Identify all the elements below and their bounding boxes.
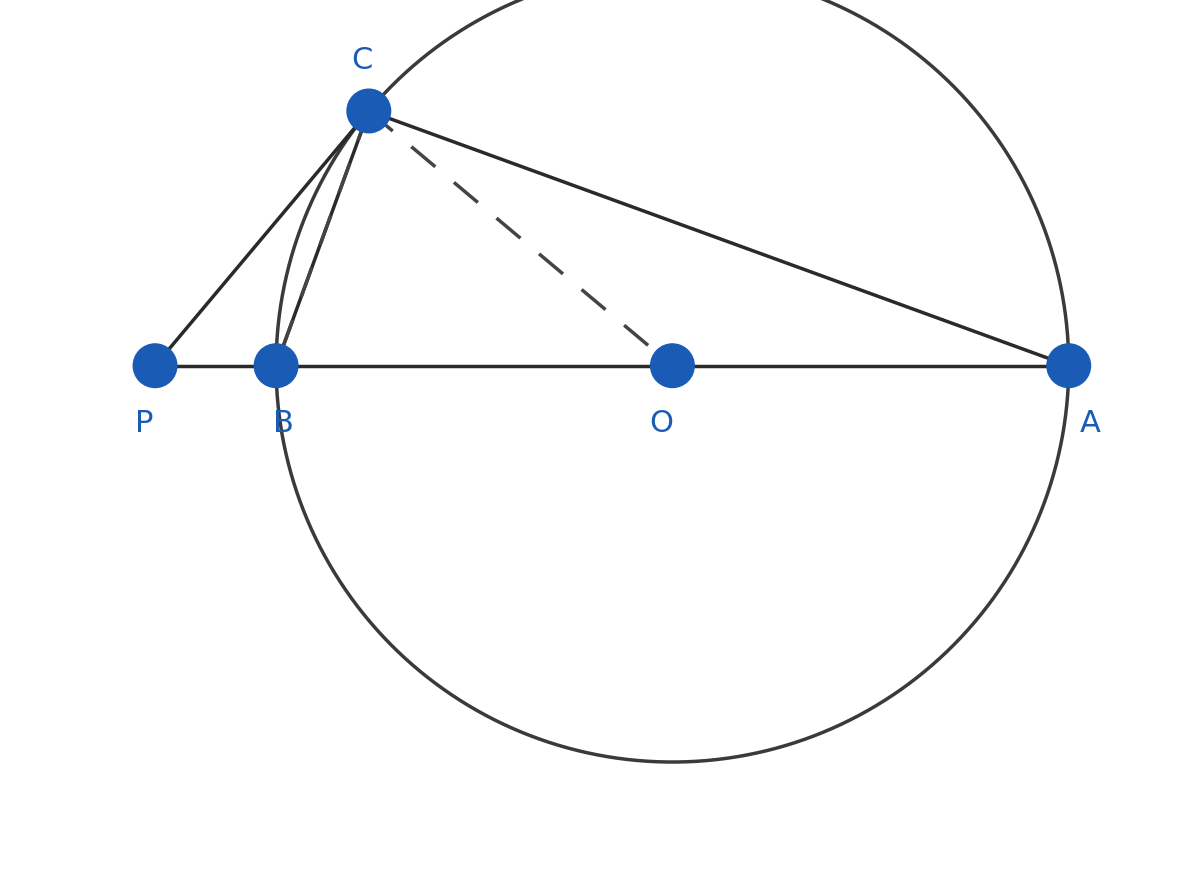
Text: B: B bbox=[272, 409, 294, 437]
Text: C: C bbox=[350, 46, 372, 75]
Circle shape bbox=[133, 344, 176, 388]
Circle shape bbox=[1046, 344, 1091, 388]
Text: A: A bbox=[1080, 409, 1100, 437]
Circle shape bbox=[347, 89, 391, 133]
Text: P: P bbox=[136, 409, 154, 437]
Text: O: O bbox=[649, 409, 673, 437]
Circle shape bbox=[650, 344, 695, 388]
Circle shape bbox=[254, 344, 298, 388]
